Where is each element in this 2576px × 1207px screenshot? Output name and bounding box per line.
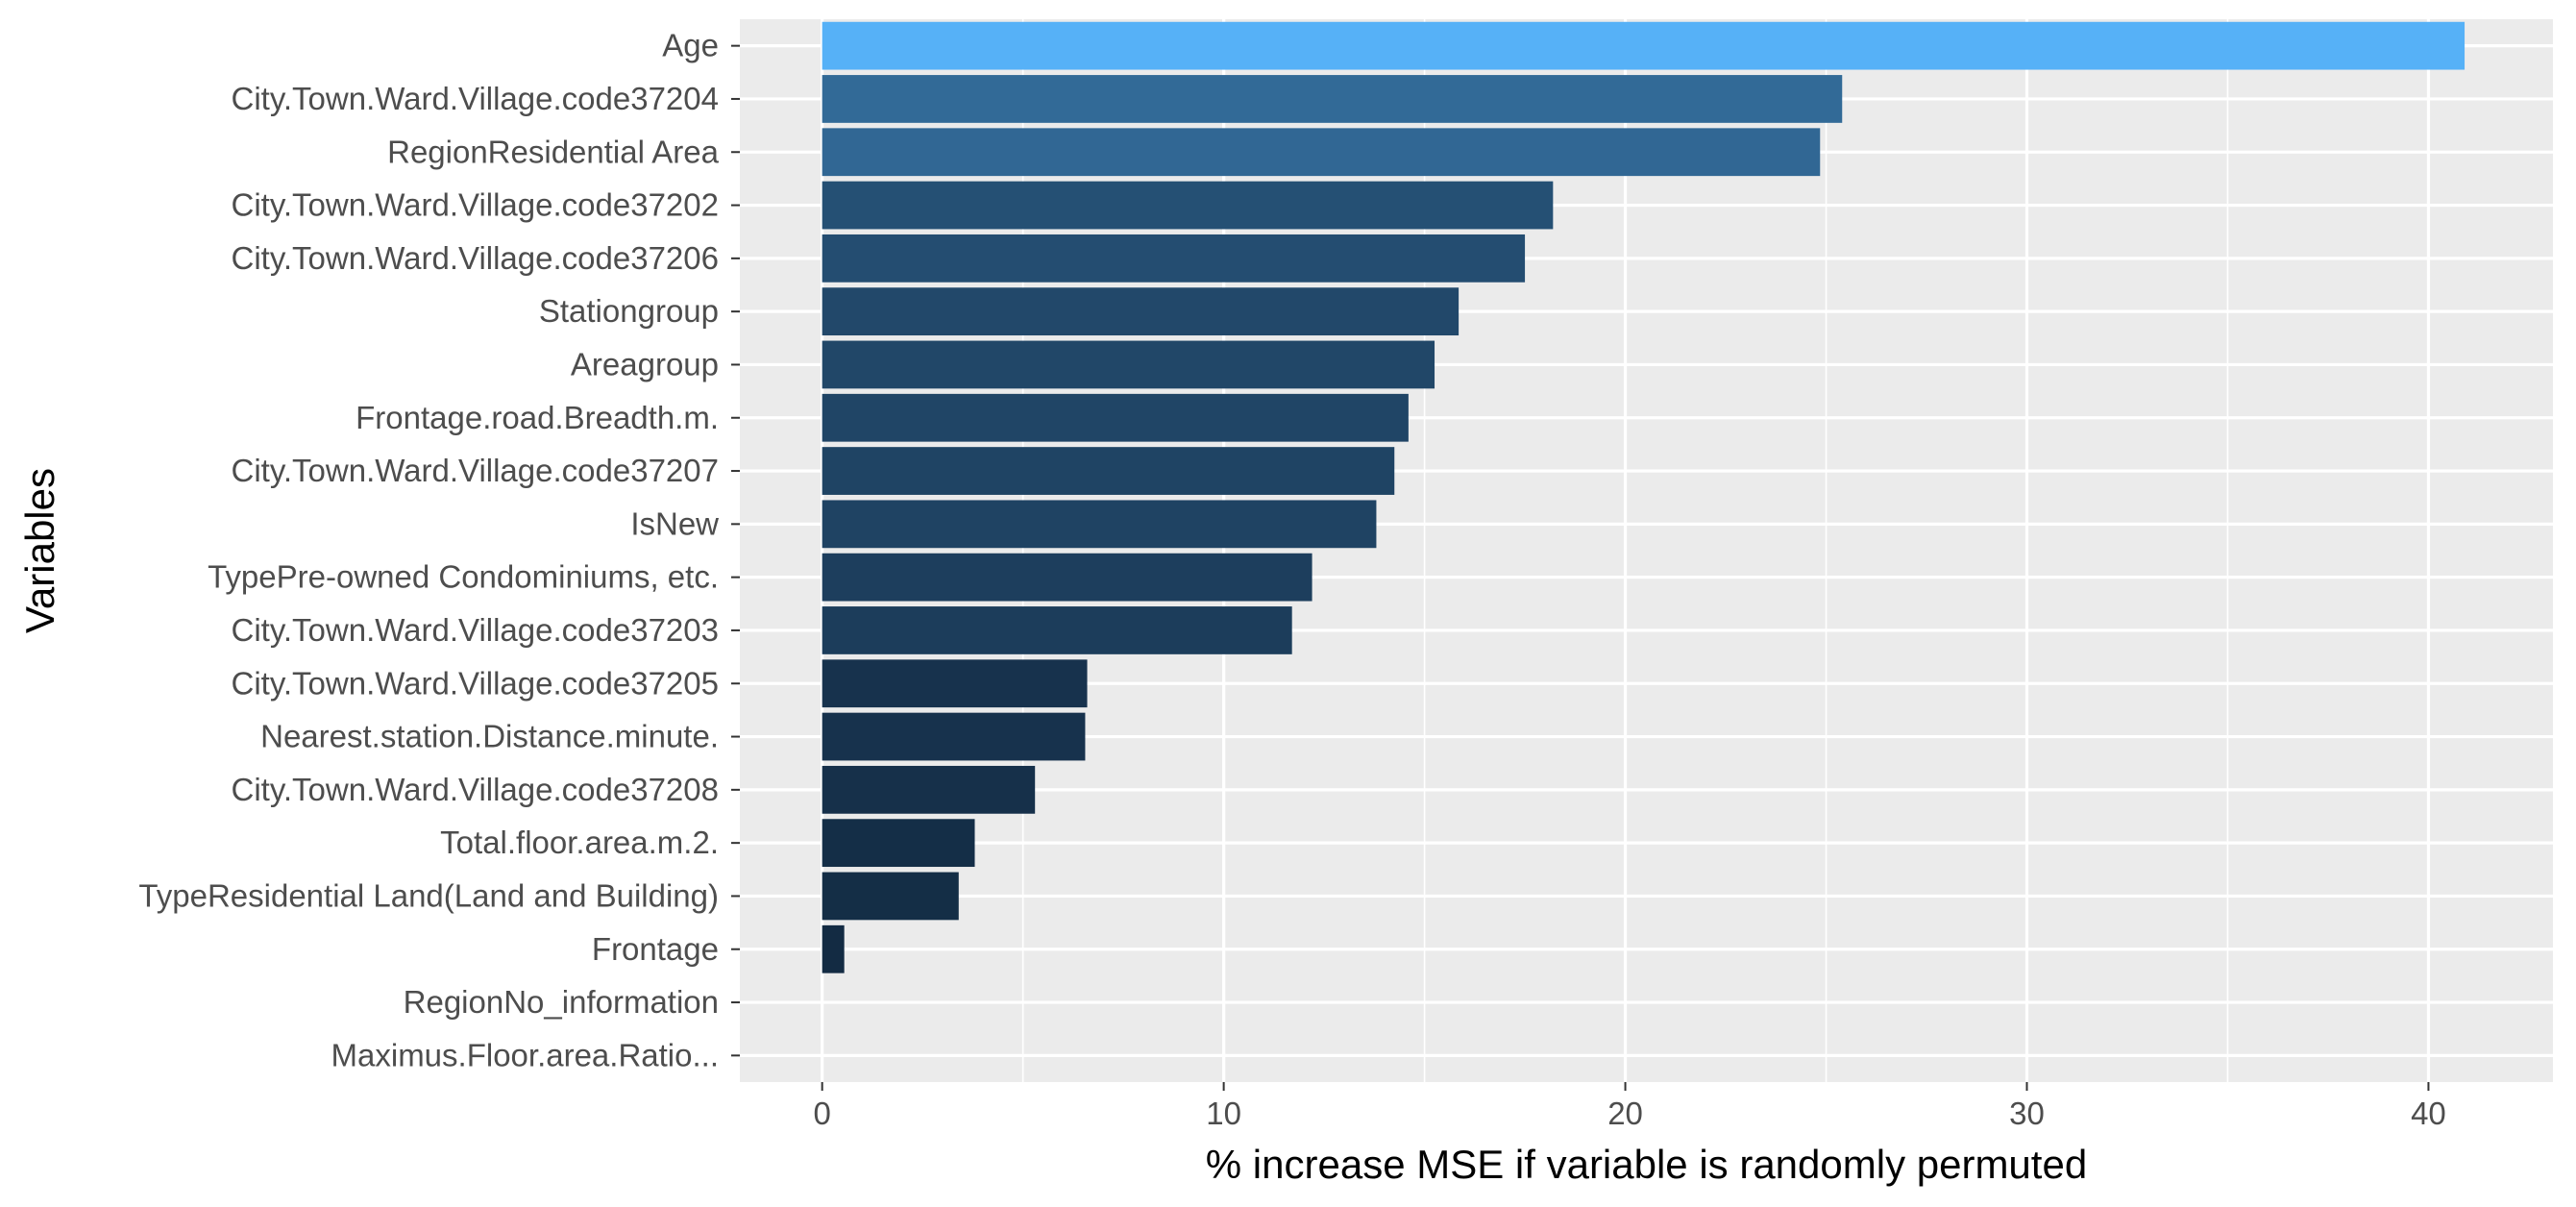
- y-tick-label: TypeResidential Land(Land and Building): [138, 877, 719, 913]
- bar: [822, 924, 845, 973]
- y-tick-label: Age: [662, 28, 719, 63]
- x-axis-title: % increase MSE if variable is randomly p…: [1206, 1142, 2087, 1187]
- bar: [822, 712, 1086, 761]
- y-tick-label: City.Town.Ward.Village.code37204: [231, 81, 719, 116]
- bar: [822, 553, 1313, 602]
- y-tick-label: City.Town.Ward.Village.code37203: [231, 612, 719, 648]
- y-tick-label: Nearest.station.Distance.minute.: [260, 719, 719, 754]
- bar: [822, 234, 1526, 283]
- y-tick-label: City.Town.Ward.Village.code37205: [231, 665, 719, 701]
- x-tick-label: 30: [2009, 1096, 2045, 1131]
- bar: [822, 606, 1292, 654]
- y-tick-label: Total.floor.area.m.2.: [440, 825, 719, 860]
- y-tick-label: City.Town.Ward.Village.code37208: [231, 772, 719, 807]
- bar: [822, 181, 1554, 230]
- y-tick-label: City.Town.Ward.Village.code37206: [231, 240, 719, 276]
- bar: [822, 500, 1377, 549]
- y-tick-label: Maximus.Floor.area.Ratio...: [331, 1037, 719, 1072]
- bar: [822, 447, 1395, 495]
- y-tick-label: IsNew: [630, 505, 719, 541]
- x-tick-label: 0: [813, 1096, 830, 1131]
- plot-panel: [740, 19, 2553, 1082]
- y-tick-label: TypePre-owned Condominiums, etc.: [208, 559, 719, 595]
- x-tick-label: 20: [1607, 1096, 1643, 1131]
- y-tick-label: City.Town.Ward.Village.code37207: [231, 453, 719, 488]
- bar: [822, 21, 2466, 70]
- y-tick-label: RegionResidential Area: [387, 134, 720, 169]
- bar: [822, 819, 975, 868]
- x-tick-label: 40: [2411, 1096, 2446, 1131]
- y-axis: Age City.Town.Ward.Village.code37204 Regio…: [138, 28, 740, 1072]
- y-tick-label: Frontage: [592, 931, 719, 967]
- bar: [822, 393, 1409, 442]
- bar: [822, 128, 1821, 177]
- x-axis: 0 10 20 30 40: [813, 1082, 2446, 1131]
- bar: [822, 75, 1843, 123]
- bar: [822, 287, 1460, 336]
- y-tick-label: City.Town.Ward.Village.code37202: [231, 187, 719, 223]
- y-tick-label: Frontage.road.Breadth.m.: [356, 400, 719, 435]
- bar: [822, 872, 959, 921]
- y-axis-title: Variables: [17, 468, 62, 633]
- y-tick-label: RegionNo_information: [404, 984, 719, 1020]
- bars: [822, 21, 2466, 973]
- bar: [822, 340, 1435, 389]
- x-tick-label: 10: [1206, 1096, 1241, 1131]
- y-tick-label: Areagroup: [571, 346, 719, 382]
- y-tick-label: Stationgroup: [539, 293, 719, 329]
- bar: [822, 765, 1036, 814]
- bar: [822, 659, 1088, 708]
